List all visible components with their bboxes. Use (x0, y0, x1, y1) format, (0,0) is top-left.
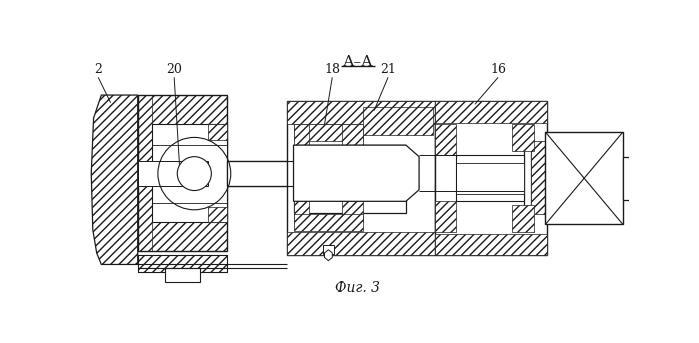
Bar (138, 161, 208, 186)
Bar (138, 95, 227, 124)
Bar (294, 214, 363, 231)
Bar (138, 222, 227, 251)
Bar (287, 101, 435, 255)
Text: 2: 2 (94, 63, 102, 76)
Polygon shape (294, 145, 419, 201)
Bar (435, 101, 547, 123)
Bar (294, 124, 309, 159)
Text: 16: 16 (490, 63, 506, 76)
Bar (294, 124, 363, 141)
Bar (456, 163, 524, 193)
Text: 20: 20 (166, 63, 182, 76)
Bar (208, 124, 227, 140)
Bar (138, 255, 227, 272)
Bar (287, 232, 435, 255)
Bar (138, 255, 227, 272)
Text: Фиг. 3: Фиг. 3 (336, 281, 380, 295)
Bar (545, 132, 623, 224)
Bar (456, 155, 524, 201)
Circle shape (178, 157, 211, 191)
Bar (138, 95, 152, 251)
Text: 21: 21 (380, 63, 396, 76)
Bar (435, 201, 456, 232)
Text: 18: 18 (324, 63, 340, 76)
Bar (435, 124, 456, 155)
Bar (531, 141, 545, 214)
Bar (138, 95, 227, 251)
Polygon shape (324, 250, 332, 261)
Bar (512, 124, 534, 151)
Text: А–А: А–А (343, 55, 373, 69)
Bar (512, 205, 534, 232)
Polygon shape (92, 95, 138, 264)
Bar (294, 188, 309, 222)
Bar (165, 268, 200, 282)
Bar (294, 145, 406, 213)
Bar (342, 188, 363, 222)
Bar (287, 101, 435, 124)
Bar (524, 141, 531, 214)
Bar (342, 124, 363, 159)
Bar (208, 207, 227, 222)
Bar (227, 161, 312, 186)
Bar (435, 101, 547, 255)
Bar (323, 245, 334, 255)
Bar (152, 124, 227, 222)
Bar (623, 157, 644, 200)
Bar (363, 107, 433, 135)
Bar (435, 234, 547, 255)
Bar (227, 161, 312, 186)
